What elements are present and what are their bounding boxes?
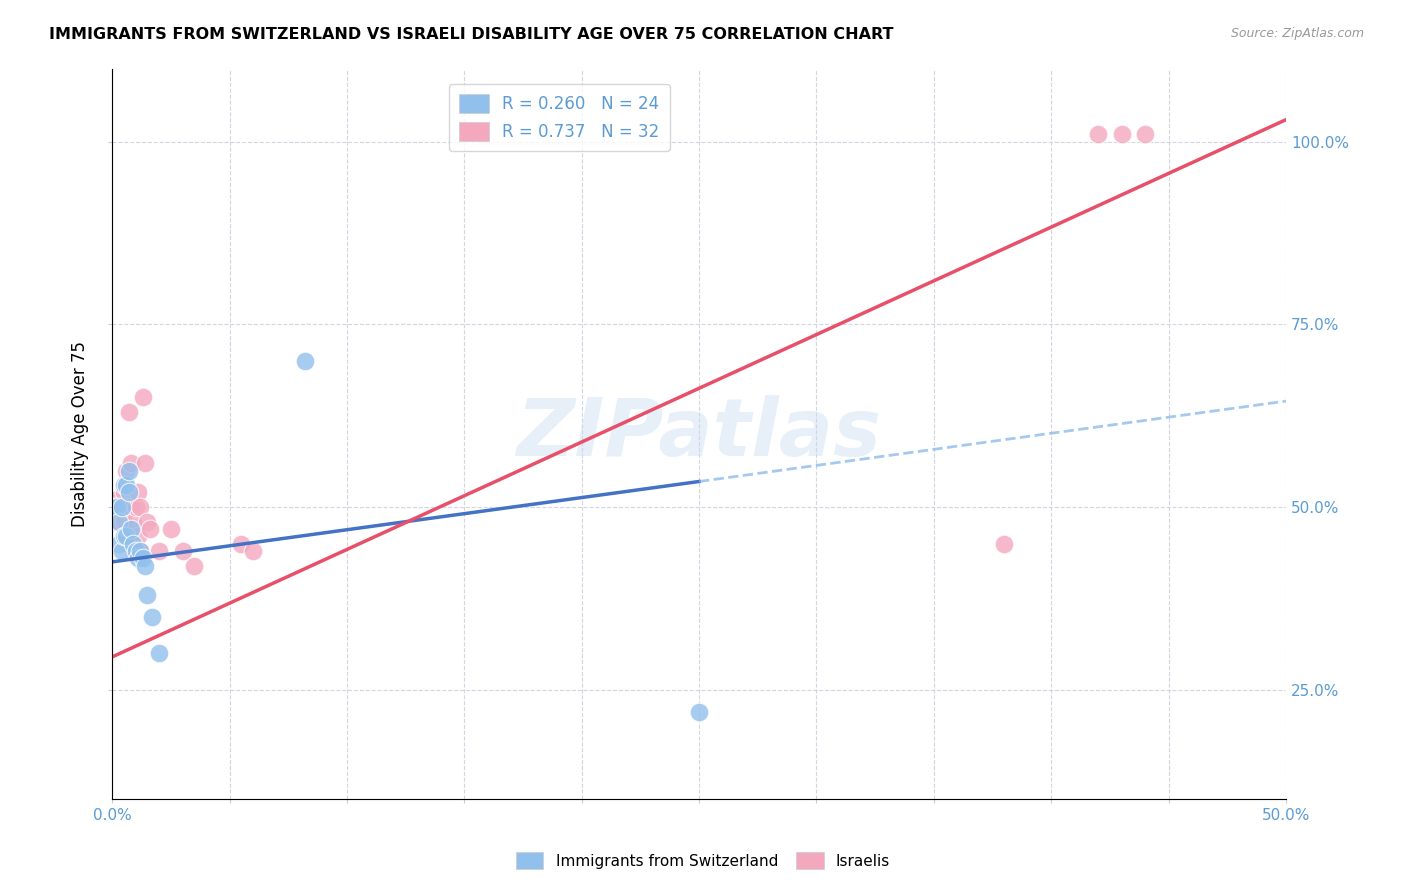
Point xyxy=(117,464,139,478)
Point xyxy=(1111,128,1133,142)
Point xyxy=(103,492,125,507)
Point xyxy=(112,478,135,492)
Point xyxy=(141,609,163,624)
Point xyxy=(115,464,138,478)
Point xyxy=(115,500,138,514)
Point xyxy=(183,558,205,573)
Text: ZIPatlas: ZIPatlas xyxy=(516,395,882,473)
Point xyxy=(110,544,132,558)
Point xyxy=(129,500,152,514)
Point xyxy=(103,500,125,514)
Point xyxy=(120,522,142,536)
Point xyxy=(136,588,159,602)
Point xyxy=(294,354,316,368)
Point xyxy=(160,522,183,536)
Point xyxy=(105,500,128,514)
Point xyxy=(1087,128,1109,142)
Point xyxy=(120,500,142,514)
Point xyxy=(129,544,152,558)
Point xyxy=(115,478,138,492)
Text: Source: ZipAtlas.com: Source: ZipAtlas.com xyxy=(1230,27,1364,40)
Point xyxy=(127,485,149,500)
Point xyxy=(688,705,710,719)
Point xyxy=(231,536,253,550)
Text: IMMIGRANTS FROM SWITZERLAND VS ISRAELI DISABILITY AGE OVER 75 CORRELATION CHART: IMMIGRANTS FROM SWITZERLAND VS ISRAELI D… xyxy=(49,27,894,42)
Point xyxy=(124,544,146,558)
Point xyxy=(134,558,156,573)
Point xyxy=(127,551,149,566)
Point xyxy=(148,544,170,558)
Legend: Immigrants from Switzerland, Israelis: Immigrants from Switzerland, Israelis xyxy=(510,846,896,875)
Point xyxy=(105,515,128,529)
Point xyxy=(127,529,149,543)
Point xyxy=(131,391,153,405)
Point xyxy=(138,522,160,536)
Point xyxy=(242,544,264,558)
Point xyxy=(134,456,156,470)
Point xyxy=(129,544,152,558)
Point xyxy=(148,646,170,660)
Point xyxy=(117,485,139,500)
Point xyxy=(122,536,145,550)
Point xyxy=(172,544,194,558)
Legend: R = 0.260   N = 24, R = 0.737   N = 32: R = 0.260 N = 24, R = 0.737 N = 32 xyxy=(449,84,669,151)
Point xyxy=(117,405,139,419)
Point xyxy=(112,529,135,543)
Point xyxy=(105,500,128,514)
Point xyxy=(112,515,135,529)
Point xyxy=(112,485,135,500)
Point xyxy=(124,500,146,514)
Point xyxy=(110,508,132,522)
Point xyxy=(1133,128,1156,142)
Point xyxy=(131,551,153,566)
Point xyxy=(108,515,131,529)
Point xyxy=(993,536,1015,550)
Y-axis label: Disability Age Over 75: Disability Age Over 75 xyxy=(72,341,89,527)
Point xyxy=(136,515,159,529)
Point xyxy=(115,529,138,543)
Point xyxy=(108,500,131,514)
Point xyxy=(108,536,131,550)
Point xyxy=(122,515,145,529)
Point xyxy=(110,500,132,514)
Point xyxy=(120,456,142,470)
